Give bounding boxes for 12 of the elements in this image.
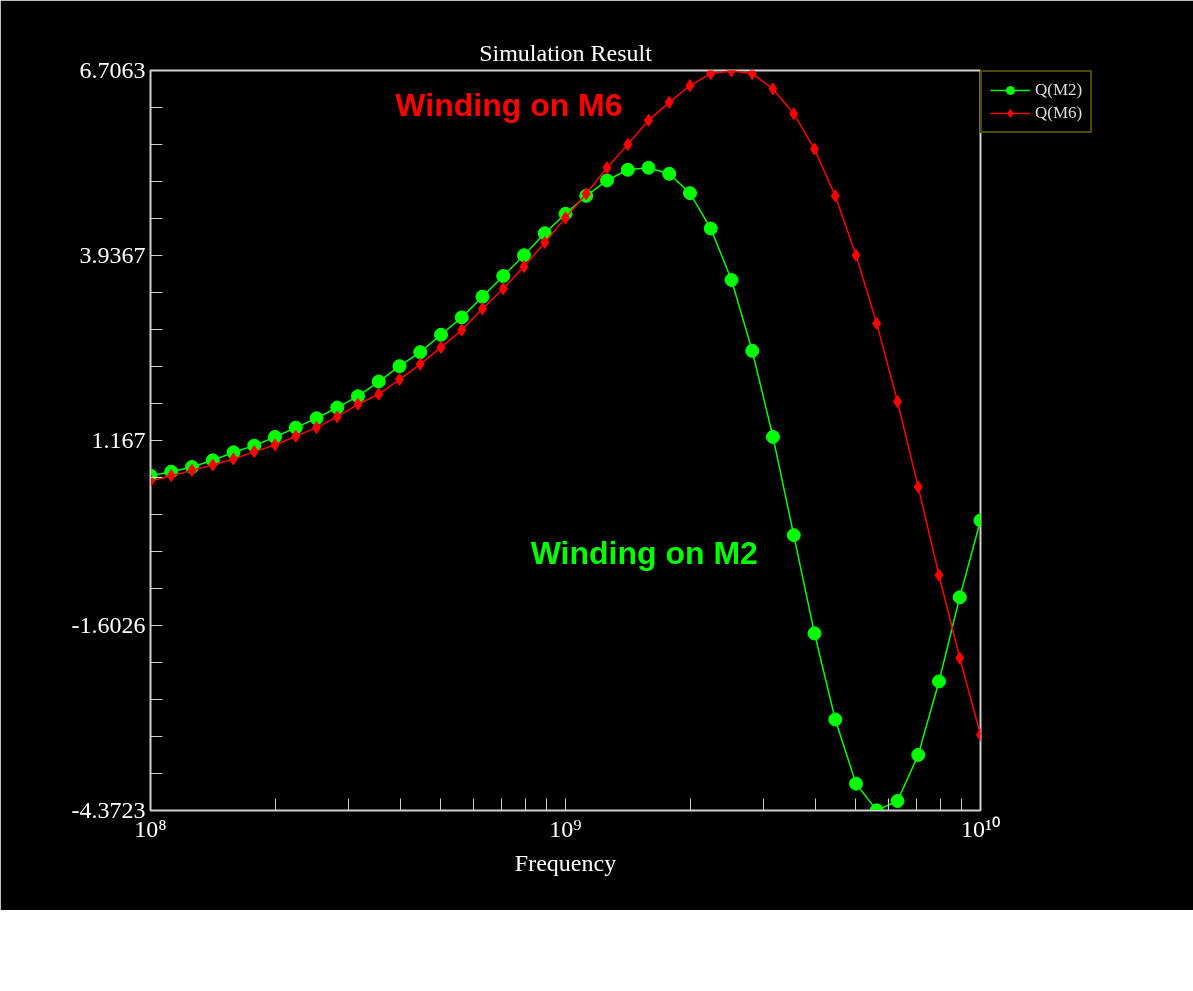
y-tick-label: 3.9367 (79, 242, 146, 268)
legend-label: Q(M2) (1035, 80, 1083, 100)
x-tick-label: 10⁹ (549, 815, 582, 842)
y-tick-label: -1.6026 (71, 612, 146, 638)
y-tick-label: 1.167 (91, 427, 146, 453)
annotation: Winding on M2 (530, 534, 758, 571)
annotation: Winding on M6 (395, 87, 623, 124)
y-tick-label: 6.7063 (79, 57, 146, 83)
x-tick-label: 10¹⁰ (960, 815, 1001, 842)
legend-label: Q(M6) (1035, 103, 1083, 123)
chart-title: Simulation Result (479, 39, 653, 66)
x-axis-title: Frequency (514, 849, 617, 876)
